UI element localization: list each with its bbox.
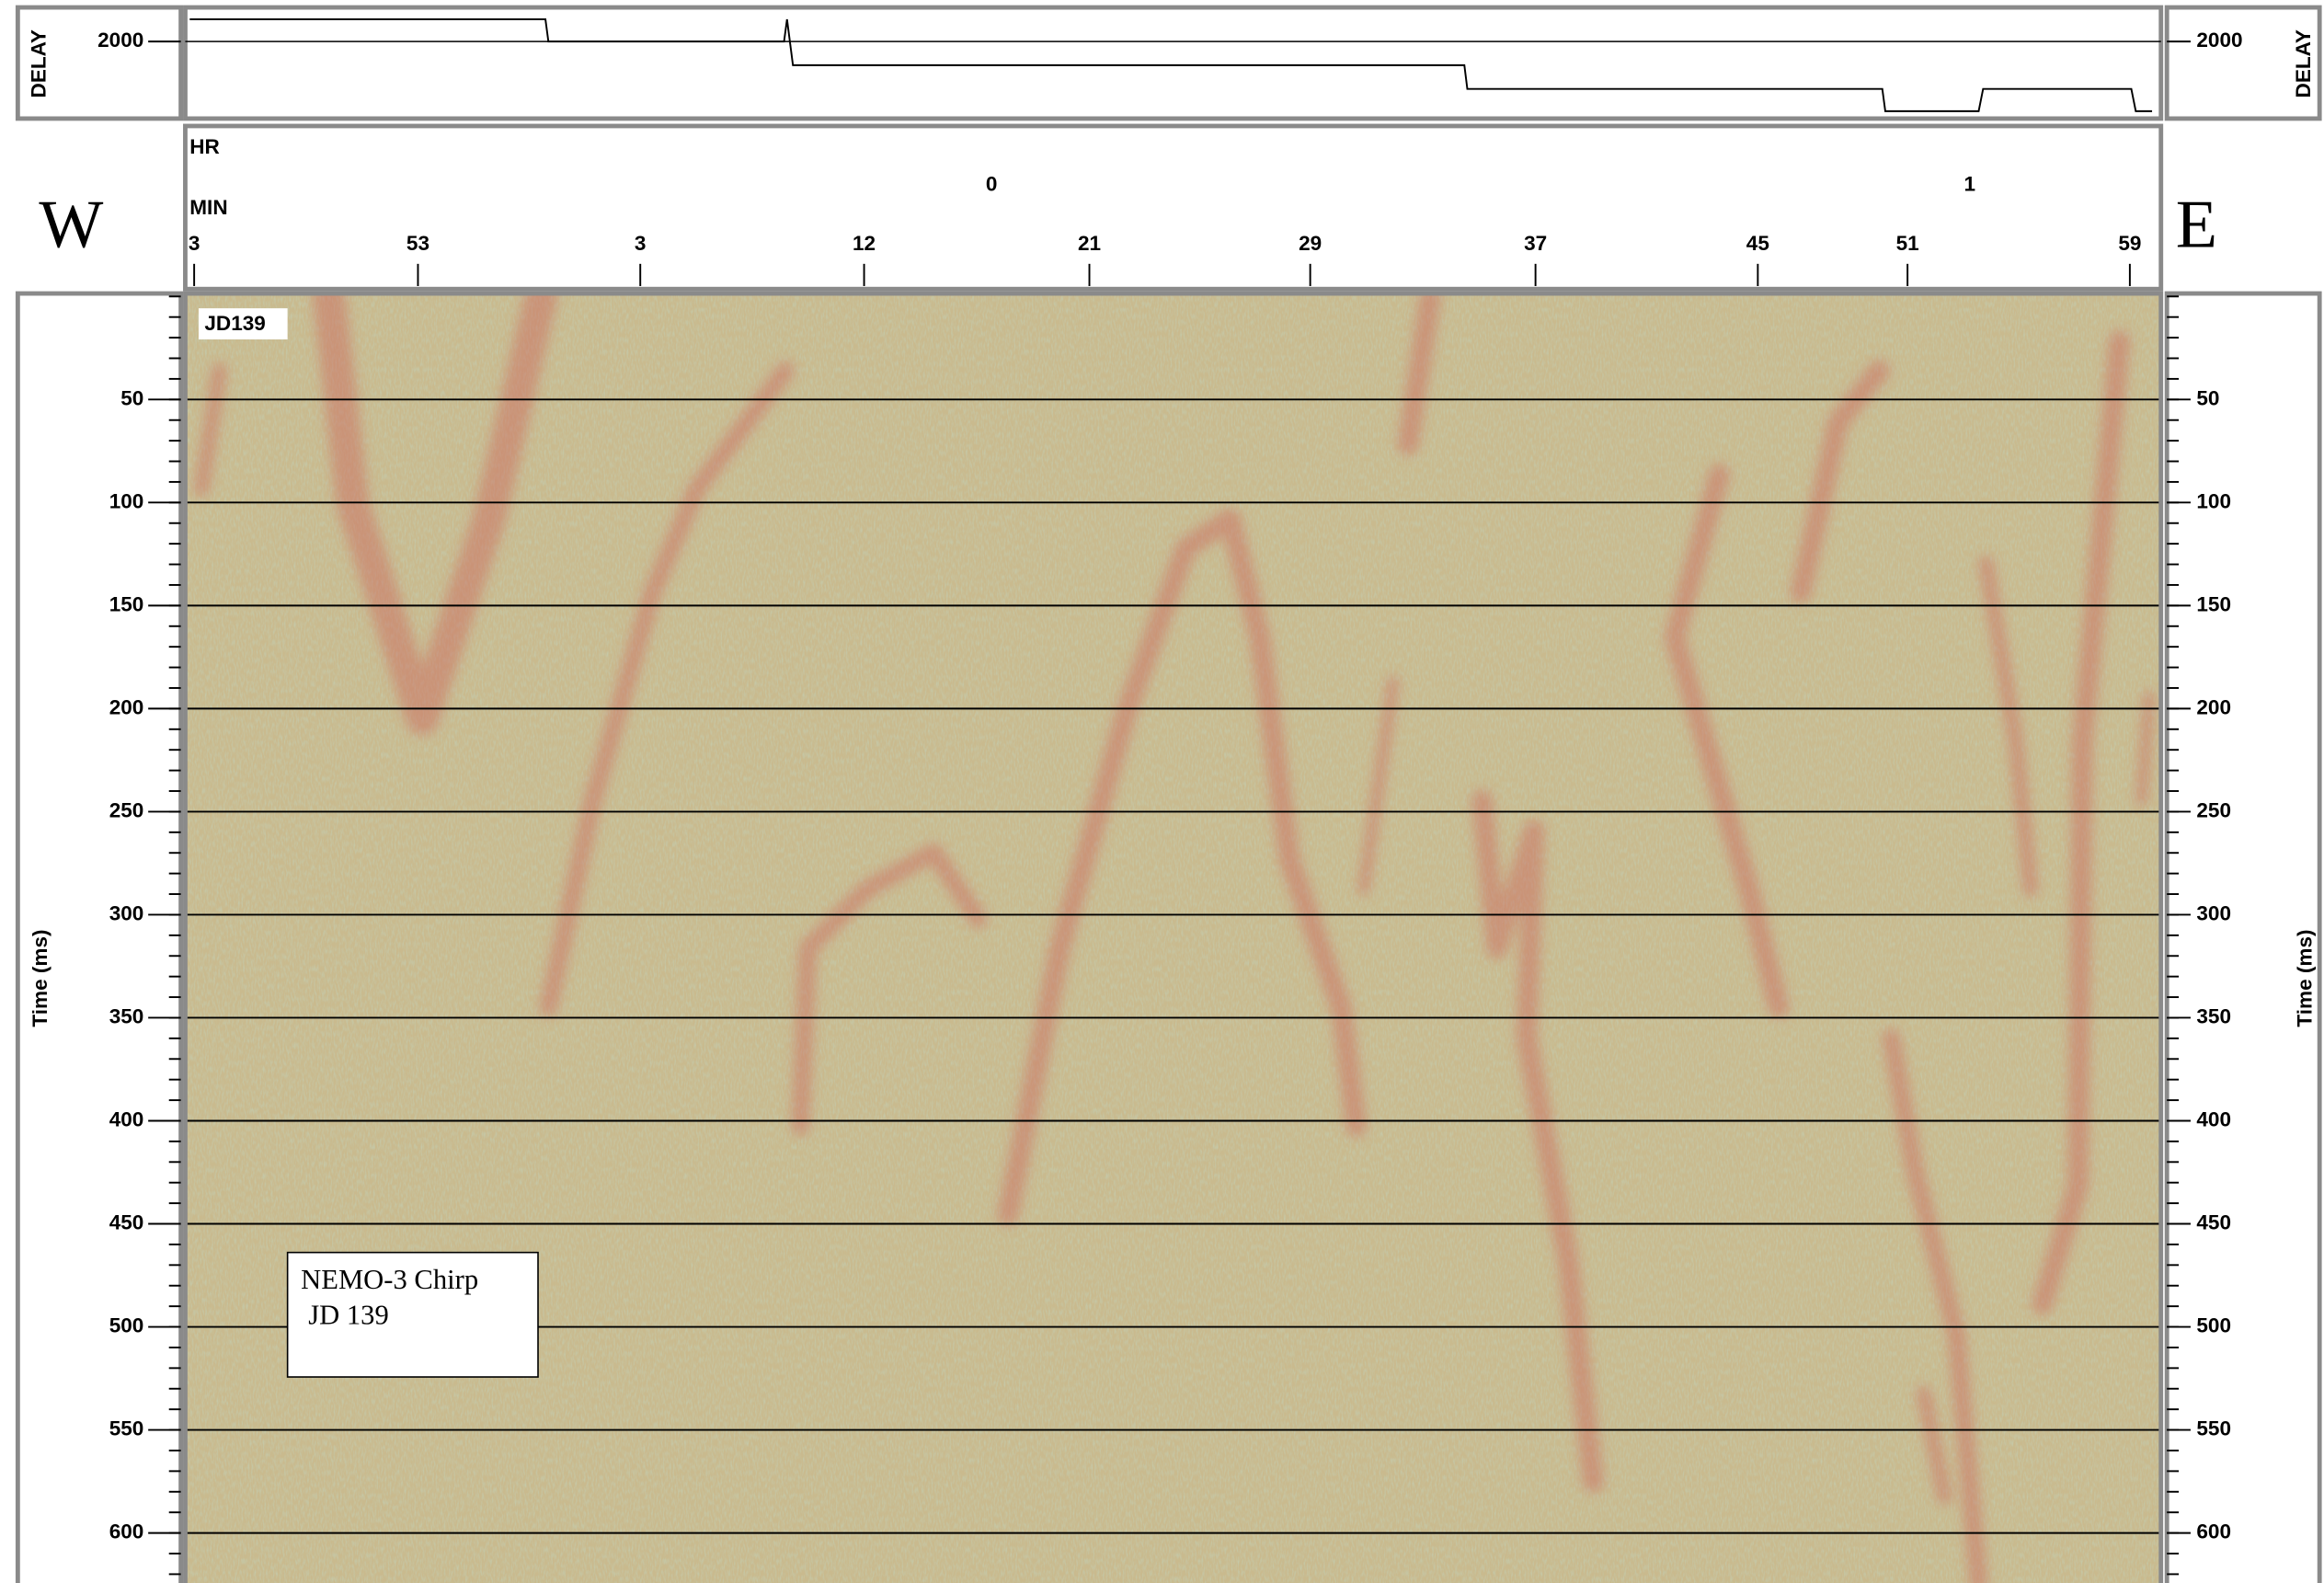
annotation-bg — [198, 308, 288, 340]
y-tick-label: 500 — [2196, 1313, 2231, 1336]
delay-left-frame — [15, 5, 184, 121]
caption-box — [286, 1251, 539, 1378]
reflector — [1916, 1385, 1952, 1505]
y-tick-label: 100 — [2196, 489, 2231, 512]
y-tick-label: 600 — [109, 1520, 144, 1543]
y-tick-label: 300 — [109, 901, 144, 924]
reflector — [539, 361, 795, 1017]
delay-trace — [189, 17, 2153, 112]
reflectors — [194, 293, 2156, 1583]
hour-label: HR — [189, 135, 220, 158]
y-tick-label: 450 — [2196, 1210, 2231, 1233]
header-frame — [183, 123, 2164, 292]
y-tick-label: 300 — [2196, 901, 2231, 924]
reflector — [1790, 360, 1890, 603]
delay-tick-label: 2000 — [97, 29, 143, 52]
reflector — [313, 293, 557, 736]
west-label: W — [39, 187, 103, 262]
y-tick-label: 400 — [109, 1107, 144, 1130]
minute-tick-label: 21 — [1078, 232, 1101, 255]
y-tick-label: 500 — [109, 1313, 144, 1336]
delay-label: DELAY — [2292, 29, 2315, 98]
y-tick-label: 450 — [109, 1210, 144, 1233]
y-tick-label: 50 — [120, 386, 143, 409]
east-label: E — [2176, 187, 2217, 262]
y-tick-label: 550 — [2196, 1417, 2231, 1440]
minute-label: MIN — [189, 196, 227, 219]
annotation: JD139 — [204, 312, 265, 335]
y-tick-label: 100 — [109, 489, 144, 512]
y-tick-label: 50 — [2196, 386, 2219, 409]
y-tick-label: 150 — [2196, 592, 2231, 615]
caption-line: JD 139 — [308, 1300, 389, 1331]
minute-tick-label: 45 — [1746, 232, 1769, 255]
delay-frame — [183, 5, 2164, 121]
delay-tick-label: 2000 — [2196, 29, 2242, 52]
reflector — [1357, 675, 1400, 896]
reflector — [2032, 330, 2130, 1315]
reflector — [194, 362, 227, 497]
y-axis-label: Time (ms) — [2294, 929, 2317, 1027]
reflector — [1397, 293, 1441, 455]
grid — [185, 398, 2161, 1534]
y-tick-label: 200 — [2196, 695, 2231, 718]
minute-tick-label: 37 — [1524, 232, 1547, 255]
y-tick-label: 600 — [2196, 1520, 2231, 1543]
reflector — [1978, 556, 2038, 897]
reflector — [2135, 690, 2156, 807]
minute-tick-label: 53 — [406, 232, 429, 255]
y-tick-label: 400 — [2196, 1107, 2231, 1130]
minute-tick-label: 29 — [1299, 232, 1322, 255]
y-tick-label: 350 — [109, 1004, 144, 1027]
minute-tick-label: 59 — [2118, 232, 2141, 255]
caption-line: NEMO-3 Chirp — [301, 1264, 478, 1295]
delay-label: DELAY — [27, 29, 50, 98]
delay-right-frame — [2164, 5, 2322, 121]
minute-tick-label: 3 — [189, 232, 200, 255]
right-axis-frame — [2164, 291, 2322, 1583]
y-tick-label: 250 — [2196, 798, 2231, 821]
y-tick-label: 250 — [109, 798, 144, 821]
reflector — [1882, 1028, 1988, 1583]
y-tick-label: 350 — [2196, 1004, 2231, 1027]
minute-tick-label: 51 — [1896, 232, 1919, 255]
y-tick-label: 150 — [109, 592, 144, 615]
reflector — [791, 843, 988, 1136]
plot-area — [185, 293, 2161, 1583]
y-tick-label: 200 — [109, 695, 144, 718]
y-axis-label: Time (ms) — [29, 929, 52, 1027]
hour-tick-label: 1 — [1964, 172, 1976, 195]
minute-tick-label: 3 — [635, 232, 647, 255]
reflector — [1471, 789, 1604, 1493]
left-axis-frame — [15, 291, 184, 1583]
y-tick-label: 550 — [109, 1417, 144, 1440]
reflector — [997, 508, 1367, 1226]
minute-tick-label: 12 — [853, 232, 876, 255]
reflector — [1664, 464, 1790, 1019]
hour-tick-label: 0 — [986, 172, 998, 195]
plot-frame — [183, 291, 2164, 1583]
